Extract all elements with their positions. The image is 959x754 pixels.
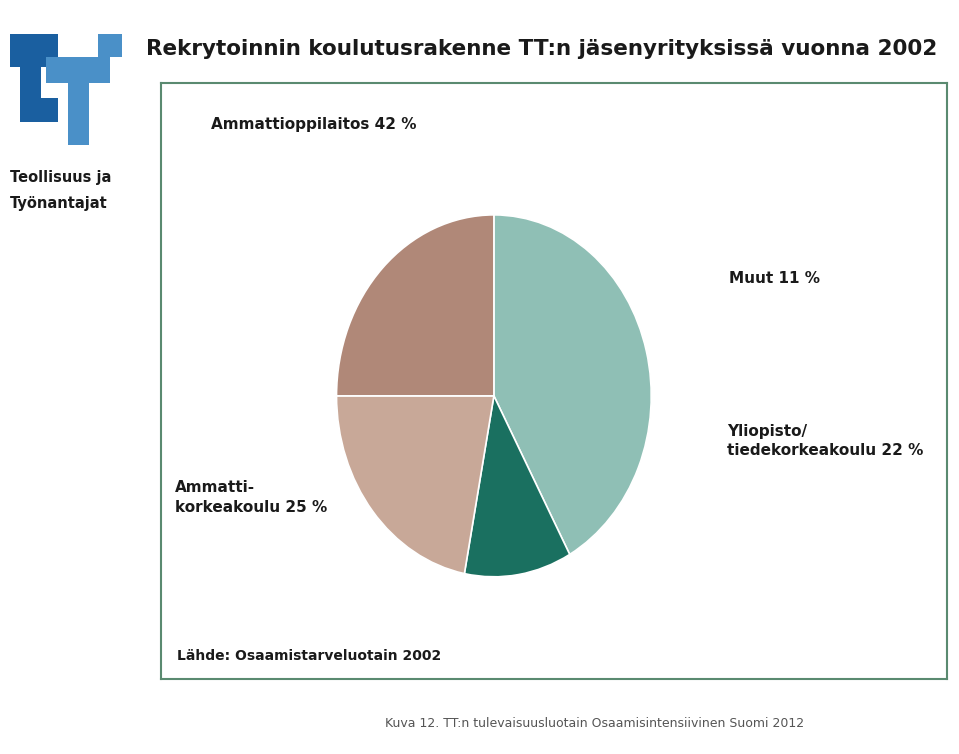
Wedge shape xyxy=(494,215,651,554)
Polygon shape xyxy=(11,34,58,66)
Text: Muut 11 %: Muut 11 % xyxy=(729,271,820,287)
Wedge shape xyxy=(337,396,494,574)
Polygon shape xyxy=(19,66,41,121)
Text: Lähde: Osaamistarveluotain 2002: Lähde: Osaamistarveluotain 2002 xyxy=(177,649,442,663)
Text: Kuva 12. TT:n tulevaisuusluotain Osaamisintensiivinen Suomi 2012: Kuva 12. TT:n tulevaisuusluotain Osaamis… xyxy=(385,717,805,731)
Text: Ammatti-
korkeakoulu 25 %: Ammatti- korkeakoulu 25 % xyxy=(175,480,327,515)
Text: Ammattioppilaitos 42 %: Ammattioppilaitos 42 % xyxy=(211,117,416,132)
Polygon shape xyxy=(67,83,89,145)
Text: Yliopisto/
tiedekorkeakoulu 22 %: Yliopisto/ tiedekorkeakoulu 22 % xyxy=(727,424,924,458)
Text: Työnantajat: Työnantajat xyxy=(10,196,107,211)
Polygon shape xyxy=(41,98,58,121)
Polygon shape xyxy=(98,34,122,57)
Polygon shape xyxy=(46,57,109,83)
Text: Rekrytoinnin koulutusrakenne TT:n jäsenyrityksissä vuonna 2002: Rekrytoinnin koulutusrakenne TT:n jäseny… xyxy=(146,39,938,59)
Wedge shape xyxy=(464,396,570,577)
Wedge shape xyxy=(337,215,494,396)
Text: Teollisuus ja: Teollisuus ja xyxy=(10,170,111,185)
